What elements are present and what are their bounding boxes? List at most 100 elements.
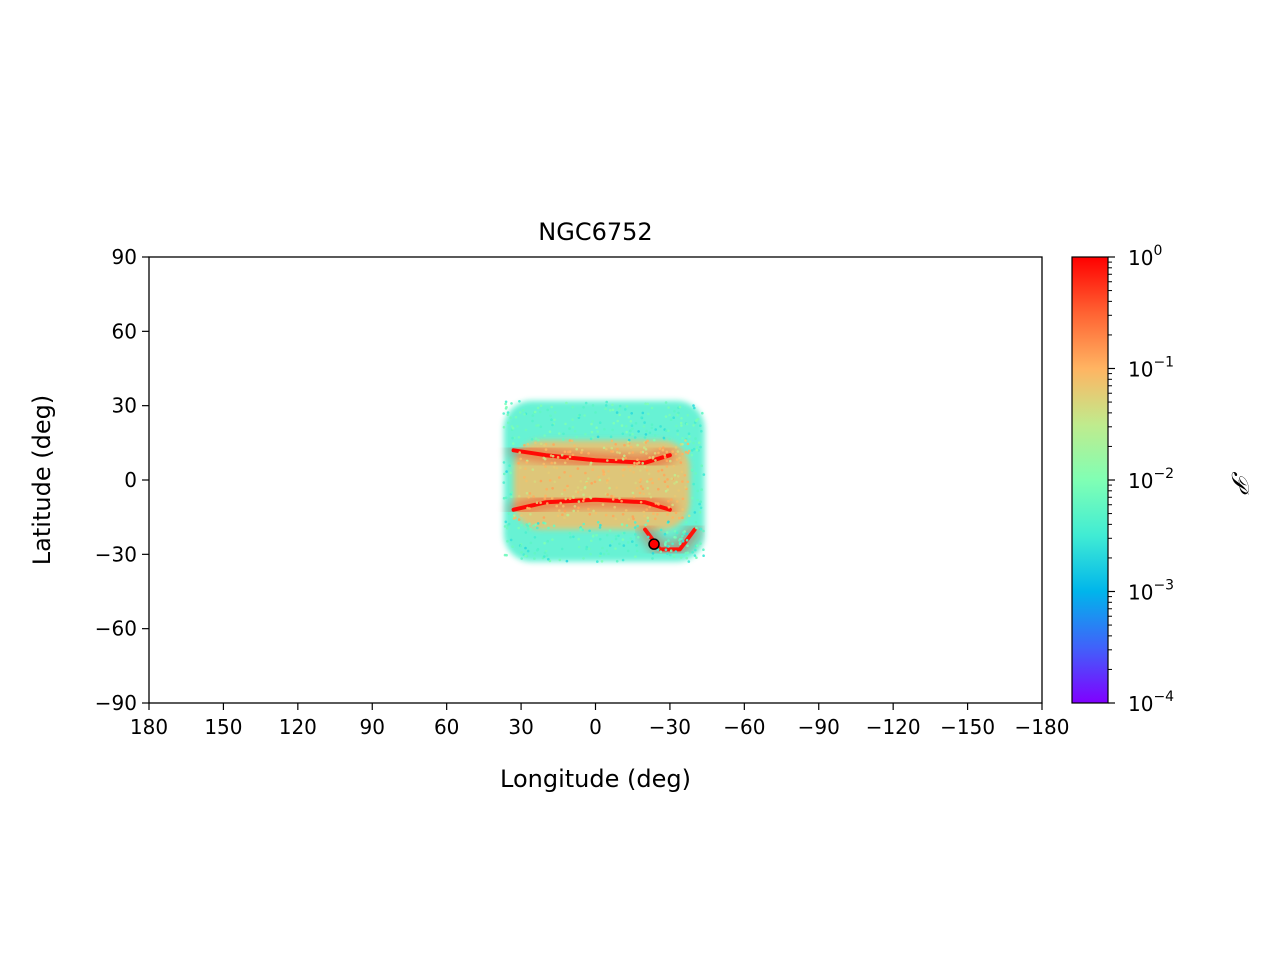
sample-point xyxy=(543,434,546,437)
sample-point xyxy=(579,488,583,492)
sample-point xyxy=(673,494,677,498)
sample-point xyxy=(577,416,581,420)
sample-point xyxy=(700,464,703,468)
sample-point xyxy=(680,537,683,541)
sample-point xyxy=(633,461,636,465)
sample-point xyxy=(550,405,553,409)
sample-point xyxy=(669,549,673,552)
sample-point xyxy=(589,437,593,441)
sample-point xyxy=(518,400,521,403)
sample-point xyxy=(633,464,636,468)
sample-point xyxy=(543,551,547,555)
sample-point xyxy=(542,521,545,525)
sample-point xyxy=(605,447,608,451)
sample-point xyxy=(569,474,572,478)
sample-point xyxy=(620,499,623,503)
sample-point xyxy=(618,542,621,546)
sample-point xyxy=(642,510,646,514)
sample-point xyxy=(553,480,556,484)
sample-point xyxy=(702,554,705,557)
sample-point xyxy=(654,502,658,505)
sample-point xyxy=(591,468,594,472)
sample-point xyxy=(674,452,678,456)
sample-point xyxy=(573,505,577,508)
sample-point xyxy=(533,410,537,414)
colorbar-tick-base: 10 xyxy=(1128,358,1153,382)
sample-point xyxy=(505,405,508,409)
sample-point xyxy=(507,512,511,515)
x-tick-label: 0 xyxy=(589,715,602,739)
sample-point xyxy=(627,518,631,521)
sample-point xyxy=(565,401,568,405)
sample-point xyxy=(629,469,632,472)
sample-point xyxy=(533,480,537,483)
sample-point xyxy=(637,430,640,433)
sample-point xyxy=(648,431,652,435)
sample-point xyxy=(568,455,572,459)
sample-point xyxy=(663,456,667,459)
sample-point xyxy=(678,541,682,545)
sample-point xyxy=(648,456,651,459)
sample-point xyxy=(576,486,580,489)
sample-point xyxy=(664,401,668,404)
sample-point xyxy=(634,555,637,558)
sample-point xyxy=(607,477,611,480)
sample-point xyxy=(550,496,554,500)
sample-point xyxy=(662,436,666,440)
sample-point xyxy=(651,552,655,555)
sample-point xyxy=(518,411,522,414)
sample-point xyxy=(524,428,528,432)
sample-point xyxy=(671,516,674,519)
sample-point xyxy=(575,435,578,439)
sample-point xyxy=(678,516,681,520)
sample-point xyxy=(679,556,683,559)
sample-point xyxy=(594,511,598,515)
sample-point xyxy=(535,501,539,505)
sample-point xyxy=(562,432,565,436)
sample-point xyxy=(646,486,649,490)
sample-point xyxy=(618,497,621,500)
sample-point xyxy=(621,468,625,472)
sample-point xyxy=(681,539,685,543)
sample-point xyxy=(556,514,560,517)
sample-point xyxy=(526,506,529,510)
sample-point xyxy=(600,560,604,563)
sample-point xyxy=(647,472,651,476)
sample-point xyxy=(682,531,685,534)
sample-point xyxy=(590,539,593,543)
sample-point xyxy=(672,555,676,558)
density-arc-upper-arc xyxy=(511,448,672,465)
sample-point xyxy=(591,404,595,407)
sample-point xyxy=(601,503,605,506)
sample-point xyxy=(618,413,621,417)
sample-point xyxy=(591,420,594,423)
sample-point xyxy=(533,557,536,560)
sample-point xyxy=(672,416,675,420)
sample-point xyxy=(571,453,575,457)
sample-point xyxy=(568,439,572,442)
sample-point xyxy=(503,472,506,476)
sample-point xyxy=(615,559,619,563)
sample-point xyxy=(610,446,614,450)
sample-point xyxy=(669,418,673,422)
sample-point xyxy=(582,497,586,500)
sample-point xyxy=(625,524,629,527)
sample-point xyxy=(690,468,694,472)
x-tick-label: −90 xyxy=(798,715,840,739)
sample-point xyxy=(639,500,643,504)
sample-point xyxy=(509,538,513,542)
sample-point xyxy=(553,411,557,414)
sample-point xyxy=(582,493,585,497)
sample-point xyxy=(520,524,523,527)
sample-point xyxy=(678,405,682,409)
sample-point xyxy=(524,554,527,558)
sample-point xyxy=(639,469,642,472)
sample-point xyxy=(537,424,540,427)
sample-point xyxy=(671,450,674,453)
sample-point xyxy=(695,448,699,452)
sample-point xyxy=(584,401,588,405)
sample-point xyxy=(659,425,662,428)
sample-point xyxy=(601,546,604,550)
colorbar-tick-exponent: −2 xyxy=(1153,466,1174,482)
colorbar-tick-base: 10 xyxy=(1128,469,1153,493)
